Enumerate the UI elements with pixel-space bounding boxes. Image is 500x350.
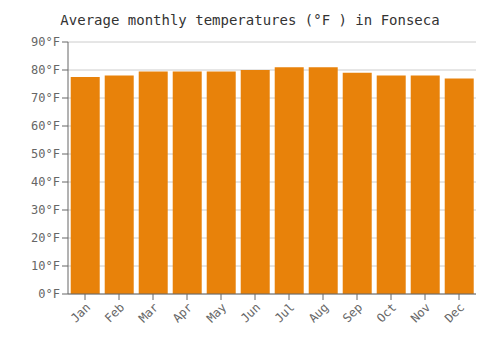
svg-text:Dec: Dec [442,300,467,325]
svg-text:40°F: 40°F [31,175,60,189]
svg-text:Mar: Mar [136,300,161,325]
svg-text:Nov: Nov [408,300,433,325]
svg-text:Jun: Jun [238,300,263,325]
html-text:Average monthly temperatures (: Average monthly temperatures (°F ) in Fo… [60,12,440,28]
svg-text:May: May [204,300,229,325]
svg-text:70°F: 70°F [31,91,60,105]
svg-text:Apr: Apr [170,300,195,325]
svg-text:0°F: 0°F [38,287,60,301]
svg-text:Aug: Aug [306,300,331,325]
svg-text:20°F: 20°F [31,231,60,245]
svg-text:Sep: Sep [340,300,365,325]
svg-text:60°F: 60°F [31,119,60,133]
svg-text:Jan: Jan [68,300,93,325]
svg-text:30°F: 30°F [31,203,60,217]
svg-text:50°F: 50°F [31,147,60,161]
svg-text:90°F: 90°F [31,35,60,49]
svg-text:Oct: Oct [374,300,399,325]
svg-text:Jul: Jul [272,300,297,325]
svg-text:10°F: 10°F [31,259,60,273]
svg-text:80°F: 80°F [31,63,60,77]
svg-text:Feb: Feb [102,300,127,325]
